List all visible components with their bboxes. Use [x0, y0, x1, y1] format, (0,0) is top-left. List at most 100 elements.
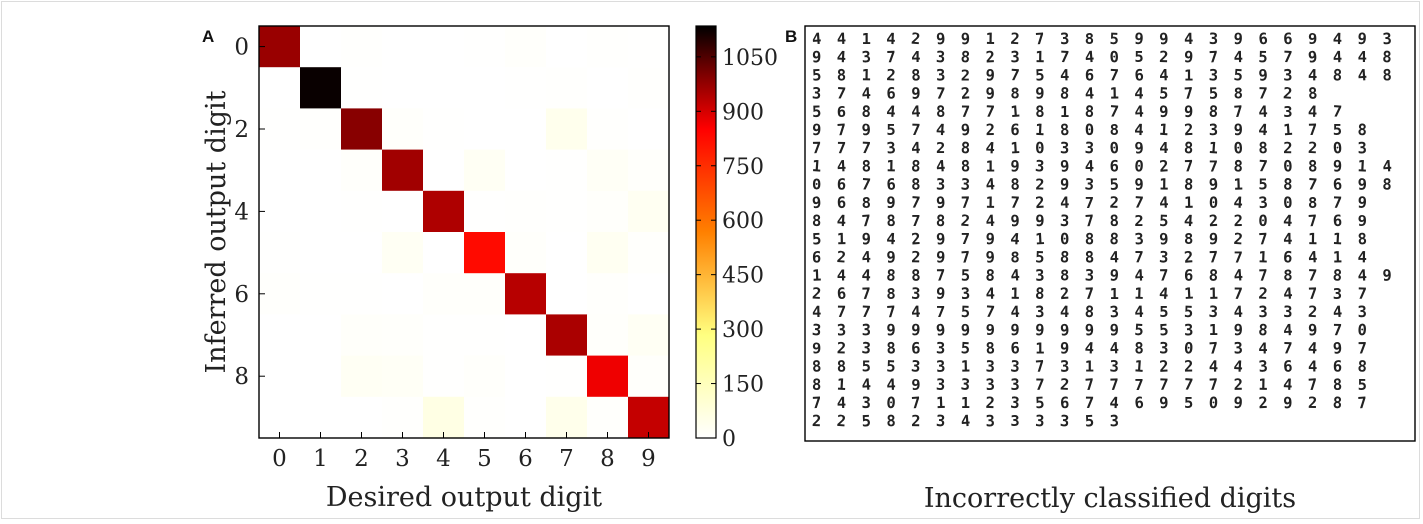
misclassified-digit: 7 [1085, 394, 1095, 412]
y-tick-group: 0 2 4 6 8 [234, 35, 265, 390]
heatmap-cell-8-1 [300, 355, 342, 398]
misclassified-digit: 4 [960, 412, 971, 431]
misclassified-digit: 7 [861, 303, 871, 321]
misclassified-digit: 8 [1010, 175, 1020, 193]
misclassified-digit: 8 [1010, 248, 1019, 266]
misclassified-digit: 1 [1209, 285, 1219, 303]
misclassified-digit: 4 [886, 230, 896, 248]
misclassified-digit: 2 [1233, 212, 1243, 230]
heatmap-cell-2-3 [382, 108, 424, 150]
heatmap-cell-4-7 [546, 190, 588, 233]
misclassified-digit: 8 [1085, 30, 1094, 48]
x-tick-label: 8 [600, 446, 615, 472]
misclassified-digit: 3 [861, 339, 872, 358]
misclassified-digit: 7 [1283, 48, 1293, 66]
heatmap-cell-5-3 [382, 232, 424, 274]
misclassified-digit: 3 [1357, 139, 1367, 157]
misclassified-digit: 4 [861, 266, 871, 284]
misclassified-digit: 1 [1109, 85, 1119, 103]
misclassified-digit: 4 [811, 30, 822, 49]
misclassified-digit: 4 [1308, 103, 1318, 121]
misclassified-digit: 3 [936, 376, 946, 394]
misclassified-digit: 2 [811, 285, 821, 303]
misclassified-digit: 8 [911, 176, 921, 194]
misclassified-digit: 7 [1035, 376, 1045, 394]
misclassified-digit: 7 [1209, 157, 1218, 175]
misclassified-digit: 7 [1307, 212, 1318, 231]
misclassified-digit: 4 [1109, 339, 1119, 357]
misclassified-digit: 2 [960, 84, 971, 103]
misclassified-digit: 1 [1184, 194, 1194, 212]
misclassified-digit: 1 [1035, 230, 1045, 248]
misclassified-digit: 1 [1159, 121, 1170, 140]
heatmap-cell-0-1 [300, 26, 342, 68]
misclassified-digit: 8 [886, 412, 896, 430]
misclassified-digit: 3 [1233, 339, 1243, 357]
panel-a-label: A [202, 27, 214, 46]
misclassified-digit: 2 [836, 339, 846, 357]
x-tick-label: 6 [518, 446, 533, 472]
misclassified-digit: 8 [811, 357, 822, 376]
misclassified-digit: 7 [1308, 285, 1318, 303]
misclassified-digit: 4 [1357, 266, 1367, 284]
misclassified-digit: 3 [836, 321, 846, 339]
heatmap-cell-2-1 [300, 108, 342, 150]
misclassified-digit: 2 [1159, 357, 1169, 375]
misclassified-digit: 7 [1159, 376, 1169, 394]
colorbar-tick-label: 750 [722, 155, 764, 180]
misclassified-digit: 4 [985, 139, 996, 158]
misclassified-digit: 2 [911, 412, 921, 430]
misclassified-digit: 3 [960, 285, 970, 303]
misclassified-digit: 9 [1357, 193, 1368, 212]
heatmap-frame [258, 25, 670, 439]
misclassified-digit: 4 [837, 30, 847, 48]
heatmap-cell-6-9 [628, 273, 670, 315]
misclassified-digit: 4 [1258, 103, 1268, 121]
misclassified-digit: 4 [1134, 103, 1144, 121]
misclassified-digit: 9 [1035, 84, 1045, 102]
misclassified-digit: 0 [1357, 321, 1367, 339]
misclassified-digit: 8 [936, 103, 946, 121]
misclassified-digit: 3 [1060, 357, 1070, 375]
misclassified-digit: 9 [1183, 48, 1194, 67]
misclassified-digit: 3 [1060, 139, 1070, 157]
misclassified-digit: 7 [1059, 48, 1069, 66]
misclassified-digit: 3 [1209, 30, 1219, 48]
misclassified-digit: 4 [1357, 248, 1367, 266]
misclassified-digit: 8 [1059, 248, 1070, 267]
misclassified-digit: 4 [1233, 266, 1244, 285]
misclassified-digit: 8 [1382, 66, 1392, 84]
misclassified-digit: 4 [886, 376, 896, 394]
misclassified-digit: 8 [1109, 230, 1119, 248]
misclassified-digit: 8 [1333, 376, 1343, 394]
heatmap-cell-6-0 [259, 273, 301, 315]
heatmap-cell-5-6 [505, 232, 547, 274]
misclassified-digit: 2 [1233, 376, 1243, 394]
heatmap-cell-9-4 [423, 396, 465, 439]
misclassified-digit: 3 [1283, 66, 1293, 84]
misclassified-digit: 4 [1159, 66, 1169, 84]
misclassified-digit: 2 [1307, 139, 1317, 157]
misclassified-digit: 5 [1035, 66, 1045, 84]
misclassified-digit: 4 [935, 121, 946, 140]
misclassified-digit: 8 [960, 48, 971, 67]
misclassified-digit: 5 [1159, 212, 1169, 230]
heatmap-cell-6-4 [423, 273, 465, 315]
misclassified-digit: 1 [1233, 175, 1243, 193]
misclassified-digit: 1 [961, 358, 971, 376]
misclassified-digit: 7 [1308, 266, 1318, 284]
misclassified-digit: 4 [1159, 284, 1170, 303]
misclassified-digit: 7 [1084, 376, 1095, 395]
misclassified-digit: 3 [1357, 303, 1367, 321]
heatmap-cell-0-4 [423, 26, 465, 68]
misclassified-digit: 9 [1159, 30, 1169, 48]
y-tick-label: 0 [234, 35, 249, 61]
misclassified-digit: 6 [1283, 30, 1293, 48]
misclassified-digit: 8 [911, 157, 921, 175]
misclassified-digit: 7 [1085, 194, 1094, 212]
misclassified-digit: 6 [911, 339, 921, 357]
misclassified-digit: 7 [985, 303, 996, 322]
heatmap-cell-7-5 [464, 314, 506, 356]
misclassified-digit: 4 [911, 48, 920, 66]
